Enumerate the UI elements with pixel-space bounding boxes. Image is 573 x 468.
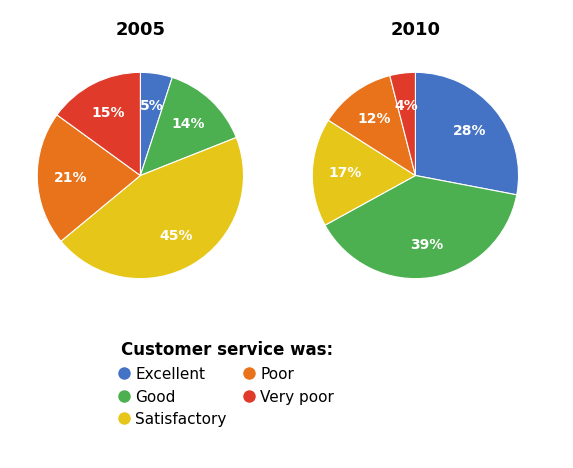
Text: 5%: 5%: [139, 99, 163, 113]
Wedge shape: [390, 73, 415, 176]
Wedge shape: [57, 73, 140, 176]
Text: 28%: 28%: [453, 124, 486, 138]
Text: 17%: 17%: [329, 166, 362, 180]
Text: 14%: 14%: [172, 117, 205, 132]
Legend: Excellent, Good, Satisfactory, Poor, Very poor: Excellent, Good, Satisfactory, Poor, Ver…: [113, 335, 340, 433]
Text: 4%: 4%: [395, 99, 418, 113]
Wedge shape: [415, 73, 519, 195]
Text: 39%: 39%: [410, 238, 443, 252]
Wedge shape: [61, 138, 244, 278]
Text: 21%: 21%: [53, 171, 87, 185]
Title: 2010: 2010: [390, 22, 441, 39]
Text: 15%: 15%: [92, 106, 125, 120]
Title: 2005: 2005: [115, 22, 166, 39]
Wedge shape: [328, 76, 415, 176]
Wedge shape: [312, 120, 415, 225]
Wedge shape: [140, 73, 172, 176]
Wedge shape: [325, 176, 517, 278]
Text: 12%: 12%: [358, 112, 391, 126]
Text: 45%: 45%: [159, 229, 193, 243]
Wedge shape: [140, 77, 236, 176]
Wedge shape: [37, 115, 140, 241]
